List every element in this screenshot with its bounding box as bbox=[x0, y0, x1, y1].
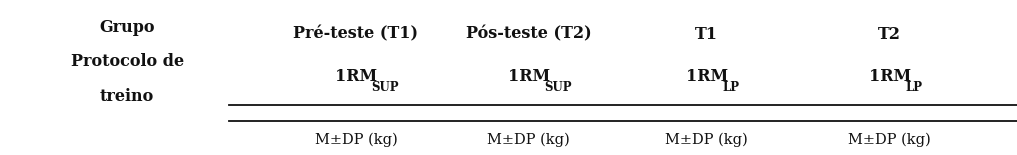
Text: Protocolo de: Protocolo de bbox=[70, 53, 184, 71]
Text: LP: LP bbox=[722, 81, 739, 94]
Text: T2: T2 bbox=[879, 26, 901, 43]
Text: SUP: SUP bbox=[544, 81, 572, 94]
Text: LP: LP bbox=[905, 81, 922, 94]
Text: T1: T1 bbox=[696, 26, 718, 43]
Text: SUP: SUP bbox=[371, 81, 399, 94]
Text: 1RM: 1RM bbox=[507, 68, 550, 85]
Text: 1RM: 1RM bbox=[685, 68, 728, 85]
Text: M±DP (kg): M±DP (kg) bbox=[665, 132, 749, 147]
Text: Pós-teste (T2): Pós-teste (T2) bbox=[466, 26, 592, 43]
Text: Pré-teste (T1): Pré-teste (T1) bbox=[294, 26, 418, 43]
Text: Grupo: Grupo bbox=[100, 19, 155, 36]
Text: 1RM: 1RM bbox=[869, 68, 911, 85]
Text: treino: treino bbox=[100, 88, 155, 105]
Text: M±DP (kg): M±DP (kg) bbox=[848, 132, 932, 147]
Text: 1RM: 1RM bbox=[335, 68, 377, 85]
Text: M±DP (kg): M±DP (kg) bbox=[487, 132, 571, 147]
Text: M±DP (kg): M±DP (kg) bbox=[314, 132, 398, 147]
